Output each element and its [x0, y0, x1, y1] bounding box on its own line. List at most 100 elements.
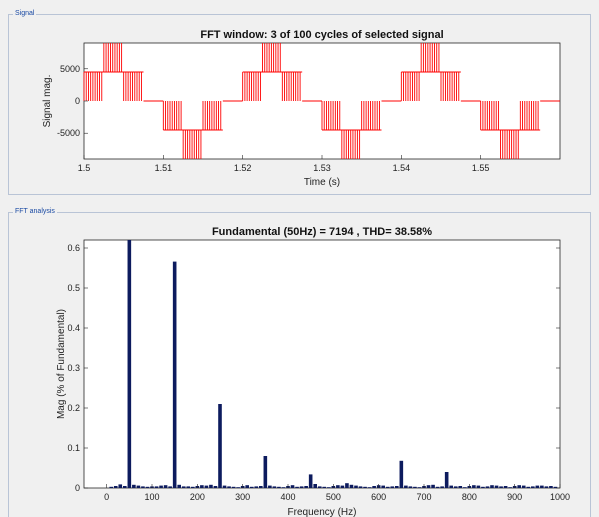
fft-bar — [290, 485, 295, 488]
fft-bar — [200, 485, 204, 488]
fft-bar — [444, 472, 449, 488]
fft-bar — [345, 483, 349, 488]
fft-bar — [508, 487, 512, 488]
fft-bar — [390, 486, 395, 488]
fft-bar — [494, 485, 499, 488]
fft-bar — [186, 486, 191, 488]
fft-bar — [472, 485, 476, 488]
fft-bar — [395, 486, 399, 488]
fft-bar — [476, 485, 481, 488]
fft-bar — [367, 487, 372, 488]
fft-bar — [426, 485, 431, 488]
fft-bar — [299, 486, 304, 488]
fft-bar — [263, 456, 268, 488]
fft-bar — [172, 261, 177, 488]
fft-bar — [259, 486, 263, 488]
signal-x-tick-label: 1.52 — [234, 163, 252, 173]
fft-bar — [181, 486, 186, 488]
fft-bar — [526, 486, 531, 488]
fft-bar — [544, 486, 549, 488]
fft-bar — [154, 486, 159, 488]
fft-bar — [132, 484, 136, 488]
fft-x-tick-label: 1000 — [550, 492, 570, 502]
fft-bar — [349, 484, 354, 488]
signal-x-axis-label: Time (s) — [304, 177, 340, 188]
fft-y-tick-label: 0.6 — [67, 243, 80, 253]
signal-trace — [83, 43, 560, 159]
fft-bar — [281, 487, 286, 488]
fft-bar — [385, 486, 390, 488]
fft-analysis-panel: FFT analysis — [8, 206, 591, 517]
fft-bar — [204, 485, 209, 488]
fft-bar — [308, 474, 313, 488]
fft-bar — [141, 486, 145, 488]
fft-y-tick-label: 0.5 — [67, 283, 80, 293]
fft-bar — [213, 486, 218, 488]
fft-bar — [322, 486, 327, 488]
fft-bar — [227, 486, 231, 488]
signal-x-tick-label: 1.55 — [472, 163, 490, 173]
fft-bar — [118, 484, 123, 488]
fft-bar — [399, 460, 404, 488]
signal-x-tick-label: 1.53 — [313, 163, 331, 173]
fft-x-tick-label: 500 — [326, 492, 341, 502]
fft-bar — [145, 486, 150, 488]
fft-bar — [499, 486, 503, 488]
fft-bar — [245, 485, 249, 488]
fft-bar — [168, 486, 172, 488]
fft-bar — [417, 487, 422, 488]
fft-bar — [521, 485, 526, 488]
fft-bar — [222, 485, 227, 488]
fft-bar — [372, 486, 376, 488]
fft-bar — [440, 486, 444, 488]
fft-panel-label: FFT analysis — [13, 206, 57, 218]
fft-x-tick-label: 300 — [235, 492, 250, 502]
fft-bar — [413, 486, 417, 488]
signal-y-tick-label: -5000 — [57, 128, 80, 138]
fft-bar — [354, 485, 358, 488]
fft-x-tick-label: 100 — [144, 492, 159, 502]
fft-bar — [254, 486, 259, 488]
fft-bar — [458, 486, 463, 488]
fft-axes — [83, 239, 561, 489]
fft-bar — [363, 486, 367, 488]
signal-x-tick-label: 1.54 — [393, 163, 411, 173]
fft-x-tick-label: 600 — [371, 492, 386, 502]
fft-bar — [485, 486, 490, 488]
fft-bar — [304, 486, 308, 488]
fft-bar — [277, 486, 281, 488]
fft-bar — [177, 484, 181, 488]
fft-bar — [313, 484, 317, 488]
fft-bar — [453, 486, 458, 488]
signal-title: FFT window: 3 of 100 cycles of selected … — [200, 29, 443, 41]
fft-y-tick-label: 0.4 — [67, 323, 80, 333]
fft-bar — [127, 240, 132, 488]
fft-bar — [123, 486, 127, 488]
fft-x-tick-label: 900 — [507, 492, 522, 502]
fft-bar — [159, 485, 163, 488]
signal-x-tick-label: 1.5 — [78, 163, 91, 173]
fft-y-tick-label: 0.1 — [67, 443, 80, 453]
fft-bar — [236, 487, 240, 488]
signal-y-tick-label: 5000 — [60, 64, 80, 74]
fft-bar — [535, 485, 540, 488]
fft-bar — [481, 486, 485, 488]
fft-x-tick-label: 400 — [280, 492, 295, 502]
fft-bar — [295, 486, 299, 488]
fft-bar — [340, 485, 345, 488]
fft-bar — [358, 486, 363, 488]
fft-bar — [317, 486, 322, 488]
signal-panel: Signal — [8, 8, 591, 195]
fft-bar — [268, 485, 272, 488]
fft-y-tick-label: 0 — [75, 483, 80, 493]
fft-bar — [404, 485, 408, 488]
fft-bar — [503, 486, 508, 488]
fft-bar — [327, 487, 331, 488]
signal-waveform — [83, 43, 560, 159]
signal-x-tick-label: 1.51 — [155, 163, 173, 173]
fft-bar — [408, 486, 413, 488]
fft-bar — [113, 486, 118, 488]
